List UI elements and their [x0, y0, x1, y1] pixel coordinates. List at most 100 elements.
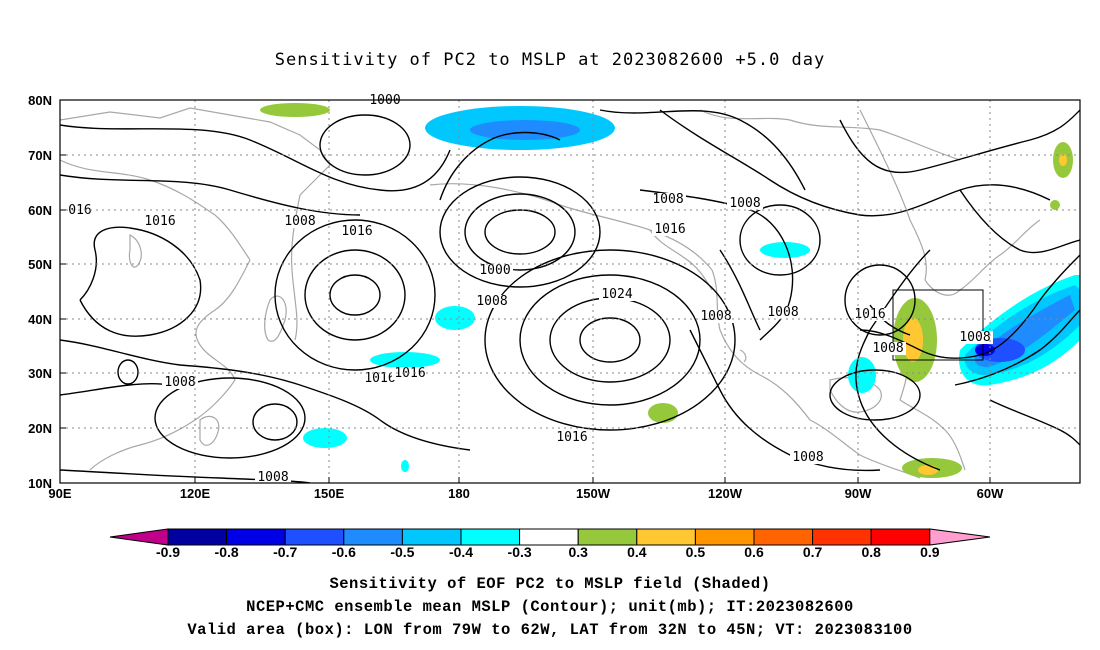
caption-shading: Sensitivity of EOF PC2 to MSLP field (Sh… [329, 575, 771, 593]
contour-label-bg [870, 342, 906, 355]
contour-label-bg [362, 372, 398, 385]
lon-label: 120W [708, 486, 743, 501]
contour-label: 1008 [476, 294, 507, 309]
lon-label: 90E [48, 486, 71, 501]
map-area [60, 103, 1080, 483]
colorbar-label: 0.8 [861, 544, 881, 560]
contour-label: 1016 [144, 214, 175, 229]
contour-label-bg [339, 225, 375, 238]
lon-label: 180 [448, 486, 470, 501]
contour-label: 1016 [556, 430, 587, 445]
contour-label: 1008 [284, 214, 315, 229]
colorbar-arrow-right [929, 528, 991, 546]
colorbar-label: -0.7 [273, 544, 297, 560]
colorbar-label: -0.4 [449, 544, 473, 560]
contour-label-bg [727, 197, 763, 210]
colorbar-swatch [460, 528, 521, 546]
contour-label: 1008 [164, 375, 195, 390]
lat-labels: 80N 70N 60N 50N 40N 30N 20N 10N [28, 93, 52, 491]
coastlines [60, 107, 1041, 479]
lat-label: 40N [28, 312, 52, 327]
contour-label: 1008 [792, 450, 823, 465]
contour-label: 1016 [854, 307, 885, 322]
contour-label-bg [282, 215, 318, 228]
lat-label: 20N [28, 421, 52, 436]
contour-label: 1008 [700, 309, 731, 324]
lon-labels: 90E 120E 150E 180 150W 120W 90W 60W [48, 486, 1004, 501]
lat-label: 60N [28, 203, 52, 218]
contour-label-bg [790, 451, 826, 464]
contour-label-bg [142, 215, 178, 228]
colorbar-arrow-left [109, 528, 169, 546]
contour-label-bg [599, 288, 635, 301]
contour-label: 1008 [872, 341, 903, 356]
colorbar: -0.9 -0.8 -0.7 -0.6 -0.5 -0.4 -0.3 0.3 0.4 0.5 0.6… [109, 528, 991, 560]
map-frame [59, 99, 1081, 484]
contour-label-bg [652, 223, 688, 236]
contour-label: 1016 [654, 222, 685, 237]
colorbar-swatch [870, 528, 931, 546]
contour-label-bg [650, 193, 686, 206]
contour-label-bg [554, 431, 590, 444]
contour-label: 1008 [729, 196, 760, 211]
contour-label-bg [162, 376, 198, 389]
contour-label: 1000 [479, 263, 510, 278]
colorbar-swatch [636, 528, 696, 546]
colorbar-label: 0.7 [803, 544, 823, 560]
lat-label: 80N [28, 93, 52, 108]
lon-label: 60W [977, 486, 1004, 501]
contour-label-bg [698, 310, 734, 323]
contour-label: 1016 [341, 224, 372, 239]
colorbar-swatch [226, 528, 286, 546]
lat-label: 30N [28, 366, 52, 381]
valid-area-box [892, 289, 984, 361]
colorbar-swatch [812, 528, 872, 546]
colorbar-label: 0.6 [744, 544, 764, 560]
contour-label: 1024 [601, 287, 632, 302]
contour-label-bg [957, 331, 993, 344]
lat-label: 10N [28, 476, 52, 491]
contour-label: 1008 [257, 470, 288, 485]
colorbar-label: -0.6 [332, 544, 356, 560]
sensitivity-shading [260, 103, 1080, 478]
gridlines [60, 100, 1080, 483]
contour-label-bg [852, 308, 888, 321]
contour-label: 1008 [652, 192, 683, 207]
contour-label: 1008 [959, 330, 990, 345]
lon-label: 90W [845, 486, 872, 501]
caption-valid-area: Valid area (box): LON from 79W to 62W, L… [187, 621, 913, 639]
lon-label: 150E [314, 486, 345, 501]
contour-label-bg [474, 295, 510, 308]
colorbar-swatch [577, 528, 638, 546]
axis-ticks [60, 99, 991, 484]
colorbar-label: -0.3 [508, 544, 532, 560]
contour-label-bg [255, 471, 291, 484]
caption-contour: NCEP+CMC ensemble mean MSLP (Contour); u… [246, 598, 854, 616]
colorbar-label: 0.3 [568, 544, 588, 560]
lat-label: 50N [28, 257, 52, 272]
colorbar-label: -0.8 [215, 544, 239, 560]
colorbar-swatch [694, 528, 755, 546]
colorbar-label: -0.5 [390, 544, 414, 560]
lat-label: 70N [28, 148, 52, 163]
colorbar-label: 0.4 [627, 544, 647, 560]
colorbar-label: 0.5 [686, 544, 706, 560]
contour-label-bg [765, 306, 801, 319]
mslp-contours [60, 109, 1080, 483]
colorbar-swatch [519, 528, 579, 546]
colorbar-label: -0.9 [156, 544, 180, 560]
colorbar-swatch [401, 528, 462, 546]
colorbar-label: 0.9 [920, 544, 940, 560]
colorbar-swatch [343, 528, 403, 546]
colorbar-swatch [753, 528, 814, 546]
colorbar-swatch [167, 528, 228, 546]
lon-label: 120E [180, 486, 211, 501]
contour-label: 1008 [767, 305, 798, 320]
lon-label: 150W [576, 486, 611, 501]
colorbar-swatch [284, 528, 345, 546]
contour-label: 1016 [364, 371, 395, 386]
map-title: Sensitivity of PC2 to MSLP at 2023082600… [274, 50, 826, 70]
contour-label-bg [477, 264, 513, 277]
